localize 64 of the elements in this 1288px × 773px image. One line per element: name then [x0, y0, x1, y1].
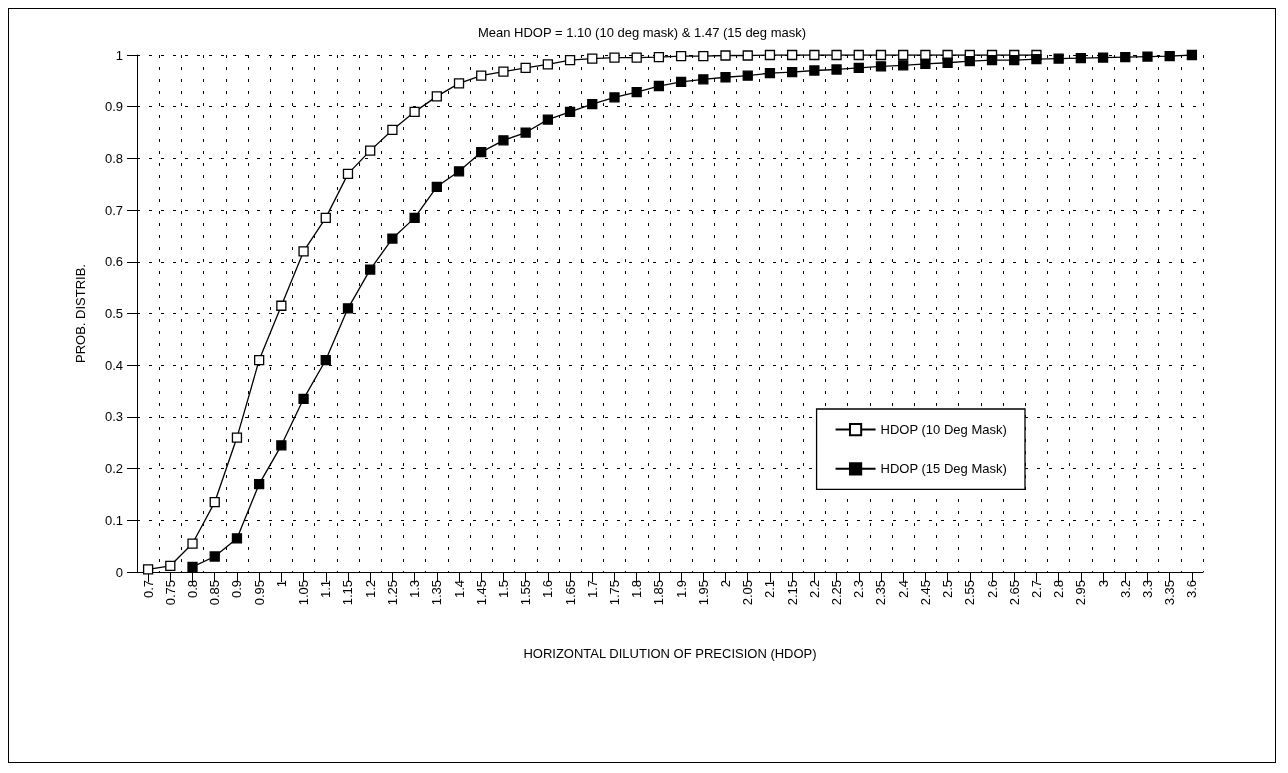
- x-tick-label: 2.1: [762, 580, 778, 599]
- y-tick-label: 0.7: [104, 202, 123, 218]
- y-tick-label: 0.9: [104, 99, 123, 115]
- y-tick-label: 0.5: [104, 306, 123, 321]
- x-tick-label: 2.4: [895, 580, 911, 599]
- x-tick-label: 0.9: [229, 580, 245, 599]
- y-tick-label: 0.6: [104, 254, 123, 270]
- chart-title: Mean HDOP = 1.10 (10 deg mask) & 1.47 (15 deg mask): [477, 25, 807, 40]
- x-tick-label: 2.25: [829, 580, 845, 606]
- x-tick-label: 1.05: [296, 580, 312, 606]
- x-tick-label: 1.8: [629, 580, 645, 599]
- x-tick-label: 1.45: [473, 580, 489, 606]
- x-tick-label: 2.15: [784, 580, 800, 606]
- x-tick-label: 3.2: [1117, 580, 1133, 599]
- x-tick-label: 1.2: [362, 580, 378, 599]
- x-tick-label: 1.85: [651, 580, 667, 606]
- x-tick-label: 1.1: [318, 580, 334, 599]
- x-tick-label: 0.85: [207, 580, 223, 606]
- x-tick-label: 1.15: [340, 580, 356, 606]
- x-tick-label: 1.3: [407, 580, 423, 599]
- x-tick-label: 0.7: [140, 580, 156, 599]
- x-tick-label: 1.35: [429, 580, 445, 606]
- x-axis-title: HORIZONTAL DILUTION OF PRECISION (HDOP): [523, 646, 817, 661]
- y-tick-label: 0.1: [104, 512, 123, 528]
- y-tick-label: 0.4: [104, 357, 123, 373]
- x-tick-label: 1.9: [673, 580, 689, 599]
- x-tick-label: 1.65: [562, 580, 578, 606]
- x-tick-label: 1.75: [606, 580, 622, 606]
- x-tick-label: 1.25: [384, 580, 400, 606]
- x-tick-label: 1.6: [540, 580, 556, 599]
- x-tick-label: 2.3: [851, 580, 867, 599]
- x-tick-label: 2.5: [940, 580, 956, 599]
- x-tick-label: 3: [1095, 580, 1111, 588]
- x-tick-label: 2.05: [740, 580, 756, 606]
- x-tick-label: 1.5: [495, 580, 511, 599]
- x-tick-label: 2.65: [1006, 580, 1022, 606]
- x-tick-label: 2.55: [962, 580, 978, 606]
- x-tick-label: 1.4: [451, 580, 467, 599]
- x-tick-label: 2.2: [806, 580, 822, 599]
- x-tick-label: 2.45: [917, 580, 933, 606]
- x-tick-label: 2: [718, 580, 734, 588]
- x-tick-label: 3.3: [1139, 580, 1155, 599]
- x-tick-label: 2.95: [1073, 580, 1089, 606]
- x-tick-label: 3.6: [1184, 580, 1200, 599]
- x-tick-label: 2.35: [873, 580, 889, 606]
- x-tick-label: 0.8: [185, 580, 201, 599]
- x-tick-label: 1.95: [695, 580, 711, 606]
- y-axis-title: PROB. DISTRIB.: [73, 264, 88, 363]
- x-tick-label: 0.75: [162, 580, 178, 606]
- x-tick-label: 1.7: [584, 580, 600, 599]
- x-tick-label: 1: [273, 580, 289, 588]
- x-tick-label: 2.6: [984, 580, 1000, 599]
- legend-label: HDOP (15 Deg Mask): [880, 461, 1007, 477]
- y-tick-label: 0.8: [104, 150, 123, 166]
- y-tick-label: 0.2: [104, 461, 123, 477]
- y-tick-label: 0.3: [104, 409, 123, 425]
- y-tick-label: 0: [115, 564, 123, 580]
- x-tick-label: 2.7: [1028, 580, 1044, 599]
- x-tick-label: 1.55: [518, 580, 534, 606]
- y-tick-label: 1: [115, 47, 123, 63]
- x-tick-label: 3.35: [1162, 580, 1178, 606]
- x-tick-label: 0.95: [251, 580, 267, 606]
- x-tick-label: 2.8: [1051, 580, 1067, 599]
- legend-label: HDOP (10 Deg Mask): [880, 422, 1007, 438]
